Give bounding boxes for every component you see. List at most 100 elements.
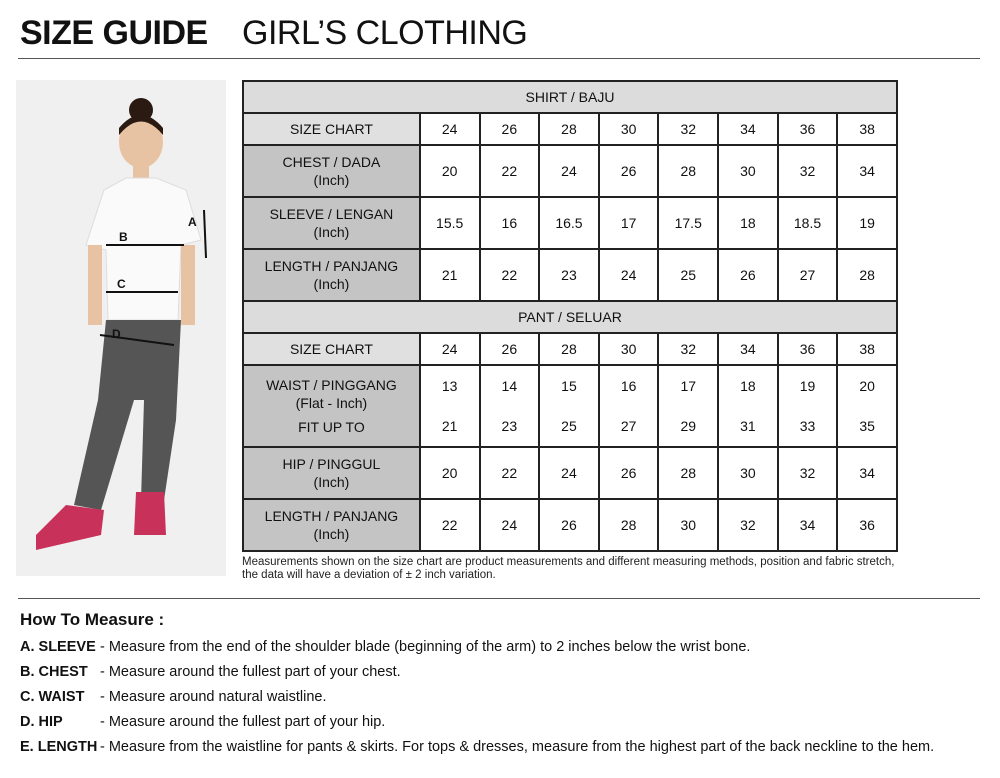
size-chart-label: SIZE CHART xyxy=(242,112,421,146)
how-to-text: - Measure from the end of the shoulder b… xyxy=(100,639,751,655)
value-cell: 15.5 xyxy=(418,196,481,250)
size-cell: 34 xyxy=(717,112,779,146)
row-unit: (Flat - Inch) xyxy=(295,395,368,411)
value-cell: 14 23 xyxy=(478,364,541,448)
how-to-key: D. HIP xyxy=(20,714,63,730)
value-cell: 22 xyxy=(418,498,481,552)
fit-value: 27 xyxy=(620,418,637,434)
size-cell: 32 xyxy=(657,112,720,146)
value-cell: 30 xyxy=(717,446,779,500)
fit-value: 35 xyxy=(859,418,875,434)
waist-value: 17 xyxy=(680,378,697,394)
value-cell: 32 xyxy=(776,446,839,500)
value-cell: 28 xyxy=(657,144,720,198)
value-cell: 22 xyxy=(478,446,541,500)
value-cell: 24 xyxy=(597,248,660,302)
row-label: LENGTH / PANJANG (Inch) xyxy=(242,248,421,302)
how-to-title: How To Measure : xyxy=(20,610,165,629)
page-title: SIZE GUIDE xyxy=(20,14,208,52)
row-unit: (Inch) xyxy=(313,224,350,240)
value-cell: 19 xyxy=(836,196,898,250)
value-cell: 24 xyxy=(538,446,600,500)
value-cell: 20 xyxy=(418,446,481,500)
row-label: CHEST / DADA (Inch) xyxy=(242,144,421,198)
how-to-key: E. LENGTH xyxy=(20,739,98,755)
size-cell: 28 xyxy=(538,332,600,366)
value-cell: 18.5 xyxy=(776,196,839,250)
value-cell: 15 25 xyxy=(538,364,600,448)
how-to-item: C. WAIST - Measure around natural waistli… xyxy=(20,689,326,705)
how-to-key: A. SLEEVE xyxy=(20,639,96,655)
row-label-text: HIP / PINGGUL xyxy=(282,456,381,472)
value-cell: 22 xyxy=(478,144,541,198)
waist-value: 19 xyxy=(799,378,816,394)
value-cell: 27 xyxy=(776,248,839,302)
value-cell: 22 xyxy=(478,248,541,302)
value-cell: 34 xyxy=(776,498,839,552)
size-cell: 30 xyxy=(597,112,660,146)
waist-value: 14 xyxy=(501,378,518,394)
value-cell: 30 xyxy=(657,498,720,552)
how-to-key: C. WAIST xyxy=(20,689,85,705)
fit-value: 29 xyxy=(680,418,697,434)
row-unit: (Inch) xyxy=(313,276,350,292)
size-cell: 30 xyxy=(597,332,660,366)
divider xyxy=(18,598,980,599)
value-cell: 21 xyxy=(418,248,481,302)
row-label-text: CHEST / DADA xyxy=(282,154,381,170)
value-cell: 26 xyxy=(597,446,660,500)
size-cell: 38 xyxy=(836,332,898,366)
row-label-text: WAIST / PINGGANG xyxy=(266,377,397,393)
waist-value: 13 xyxy=(441,378,458,394)
waist-value: 16 xyxy=(620,378,637,394)
how-to-text: - Measure around natural waistline. xyxy=(100,689,327,705)
label-b: B xyxy=(119,230,128,244)
row-unit: (Inch) xyxy=(313,474,350,490)
how-to-text: - Measure around the fullest part of you… xyxy=(100,714,386,730)
row-unit: (Inch) xyxy=(313,526,350,542)
value-cell: 26 xyxy=(717,248,779,302)
size-cell: 38 xyxy=(836,112,898,146)
value-cell: 34 xyxy=(836,144,898,198)
value-cell: 28 xyxy=(836,248,898,302)
size-cell: 36 xyxy=(776,112,839,146)
page-subtitle: GIRL’S CLOTHING xyxy=(242,14,528,52)
row-label: SLEEVE / LENGAN (Inch) xyxy=(242,196,421,250)
how-to-item: E. LENGTH - Measure from the waistline fo… xyxy=(20,739,934,755)
value-cell: 16 xyxy=(478,196,541,250)
value-cell: 19 33 xyxy=(776,364,839,448)
model-photo: A B C D xyxy=(16,80,226,576)
value-cell: 26 xyxy=(597,144,660,198)
how-to-item: B. CHEST - Measure around the fullest par… xyxy=(20,664,401,680)
section-header: SHIRT / BAJU xyxy=(242,80,898,114)
measurement-note: Measurements shown on the size chart are… xyxy=(242,556,895,581)
size-table: SHIRT / BAJU SIZE CHART 24 26 28 30 32 34 36 38 CH… xyxy=(242,80,898,552)
size-cell: 28 xyxy=(538,112,600,146)
value-cell: 13 21 xyxy=(418,364,481,448)
size-cell: 34 xyxy=(717,332,779,366)
value-cell: 17.5 xyxy=(657,196,720,250)
value-cell: 34 xyxy=(836,446,898,500)
value-cell: 25 xyxy=(657,248,720,302)
row-label: HIP / PINGGUL (Inch) xyxy=(242,446,421,500)
value-cell: 26 xyxy=(538,498,600,552)
label-a: A xyxy=(188,215,197,229)
value-cell: 18 xyxy=(717,196,779,250)
waist-value: 18 xyxy=(740,378,756,394)
size-cell: 36 xyxy=(776,332,839,366)
label-d: D xyxy=(112,327,121,341)
fit-value: 21 xyxy=(441,418,458,434)
row-unit: (Inch) xyxy=(313,172,350,188)
value-cell: 30 xyxy=(717,144,779,198)
fit-value: 23 xyxy=(501,418,518,434)
fit-value: 25 xyxy=(561,418,577,434)
value-cell: 28 xyxy=(657,446,720,500)
fit-label: FIT UP TO xyxy=(298,419,365,435)
label-c: C xyxy=(117,277,126,291)
value-cell: 16 27 xyxy=(597,364,660,448)
value-cell: 17 xyxy=(597,196,660,250)
waist-value: 15 xyxy=(561,378,577,394)
size-cell: 32 xyxy=(657,332,720,366)
row-label: WAIST / PINGGANG (Flat - Inch) FIT UP TO xyxy=(242,364,421,448)
value-cell: 32 xyxy=(717,498,779,552)
